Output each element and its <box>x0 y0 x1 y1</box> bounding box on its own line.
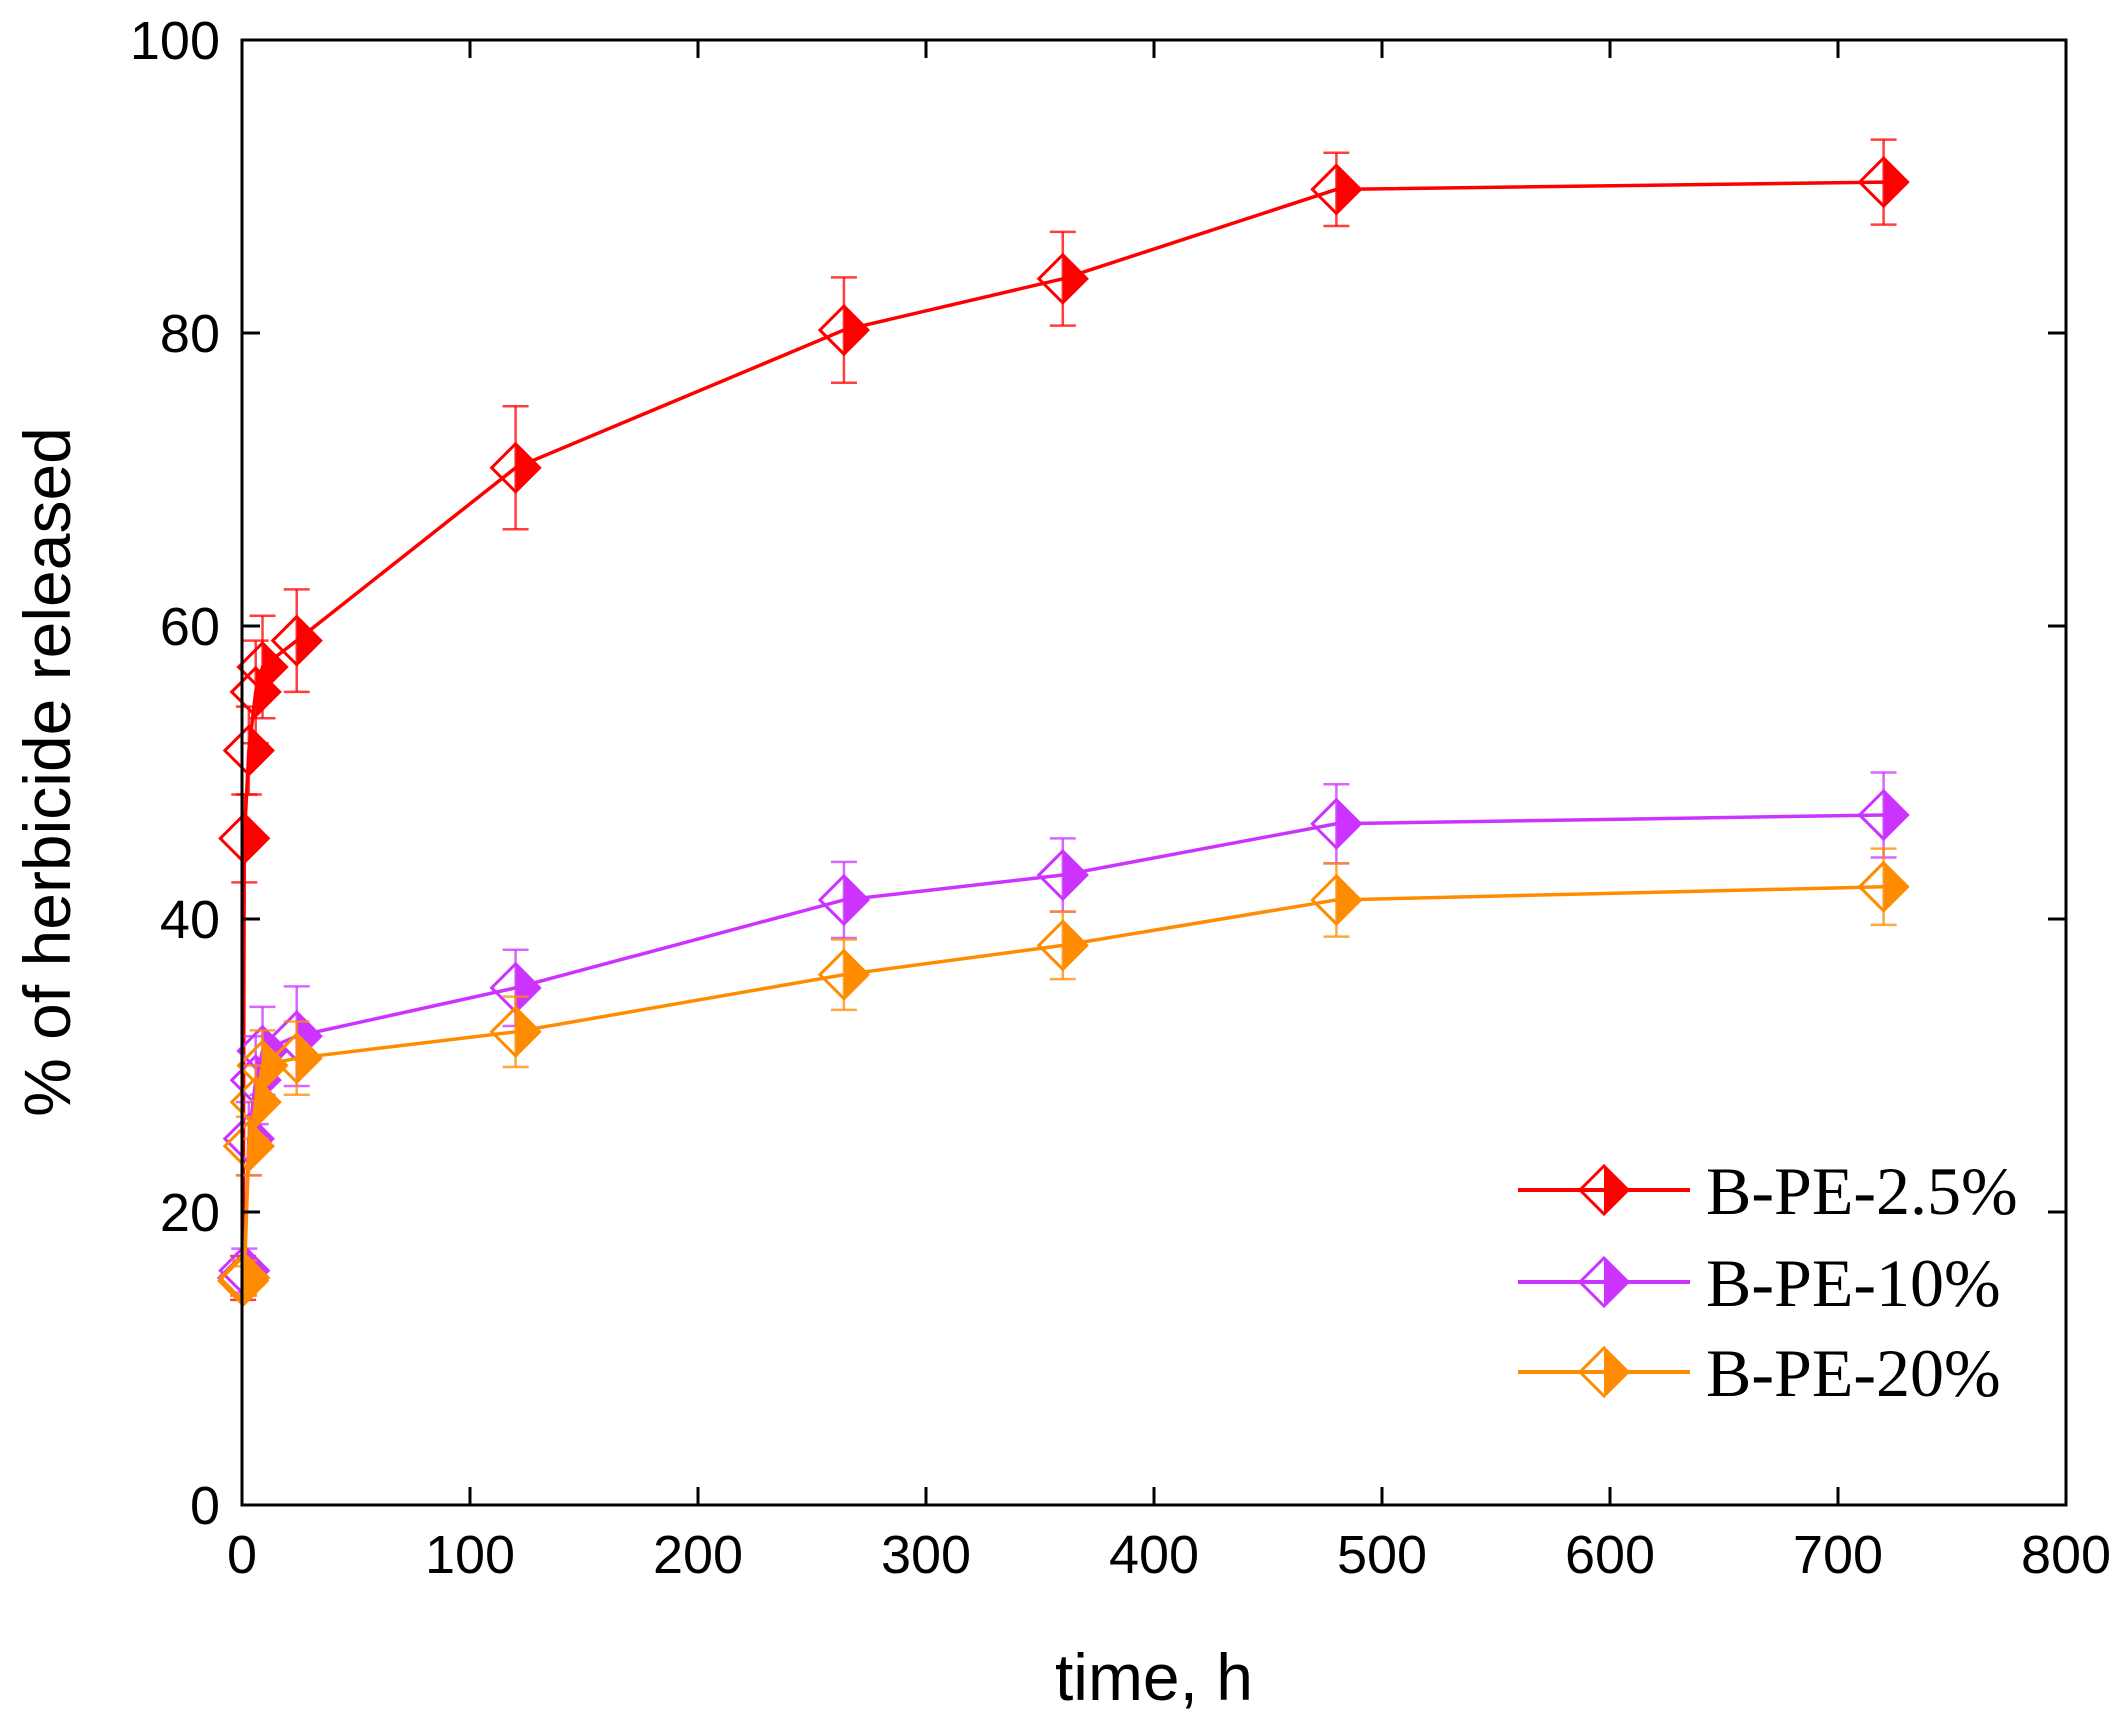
tick-labels: 0 100 200 300 400 500 600 700 800 0 20 40 60 80 100 <box>130 11 2111 1585</box>
x-tick-label: 700 <box>1793 1525 1883 1585</box>
y-tick-label: 80 <box>160 304 220 364</box>
data-point <box>1857 155 1910 209</box>
series-B-PE-20% <box>217 847 1910 1307</box>
legend-marker <box>1577 1255 1631 1309</box>
data-point <box>817 303 871 357</box>
legend-marker <box>1577 1345 1631 1399</box>
legend-label: B-PE-10% <box>1706 1245 2001 1321</box>
x-tick-label: 500 <box>1337 1525 1427 1585</box>
x-tick-label: 200 <box>653 1525 743 1585</box>
legend-label: B-PE-20% <box>1706 1335 2001 1411</box>
series-line <box>241 180 1884 1278</box>
data-point <box>489 1005 542 1058</box>
legend-item: B-PE-10% <box>1518 1245 2001 1321</box>
x-axis-title: time, h <box>1055 1640 1253 1714</box>
data-point <box>270 1032 323 1085</box>
legend-item: B-PE-2.5% <box>1518 1153 2018 1229</box>
series-layer <box>217 138 1910 1307</box>
data-point <box>1036 252 1089 305</box>
data-point <box>1857 860 1910 913</box>
x-tick-label: 800 <box>2021 1525 2111 1585</box>
data-point <box>1036 848 1089 902</box>
data-point <box>222 724 275 777</box>
data-point <box>270 614 323 667</box>
y-tick-label: 20 <box>160 1183 220 1243</box>
x-tick-label: 400 <box>1109 1525 1199 1585</box>
data-point <box>1310 873 1363 927</box>
x-tick-label: 300 <box>881 1525 971 1585</box>
legend-marker <box>1577 1163 1631 1217</box>
data-point <box>218 1251 271 1305</box>
series-B-PE-2.5% <box>217 138 1910 1305</box>
legend-label: B-PE-2.5% <box>1706 1153 2018 1229</box>
data-point <box>817 948 871 1001</box>
data-point <box>489 441 542 494</box>
y-tick-label: 40 <box>160 890 220 950</box>
y-axis-title: % of herbicide released <box>10 427 84 1117</box>
data-point <box>236 1039 289 1092</box>
data-point <box>817 873 871 927</box>
x-tick-label: 600 <box>1565 1525 1655 1585</box>
data-point <box>1857 788 1910 842</box>
x-tick-label: 0 <box>227 1525 257 1585</box>
legend-item: B-PE-20% <box>1518 1335 2001 1411</box>
data-point <box>218 812 271 865</box>
y-tick-label: 100 <box>130 11 220 71</box>
data-point <box>1036 919 1089 972</box>
y-tick-label: 60 <box>160 597 220 657</box>
x-tick-label: 100 <box>425 1525 515 1585</box>
legend: B-PE-2.5% B-PE-10% B-PE-20% <box>1518 1153 2018 1411</box>
data-point <box>1310 797 1363 850</box>
data-point <box>236 640 289 694</box>
axis-ticks <box>240 38 2068 1507</box>
y-tick-label: 0 <box>190 1476 220 1536</box>
data-point <box>1310 163 1363 216</box>
